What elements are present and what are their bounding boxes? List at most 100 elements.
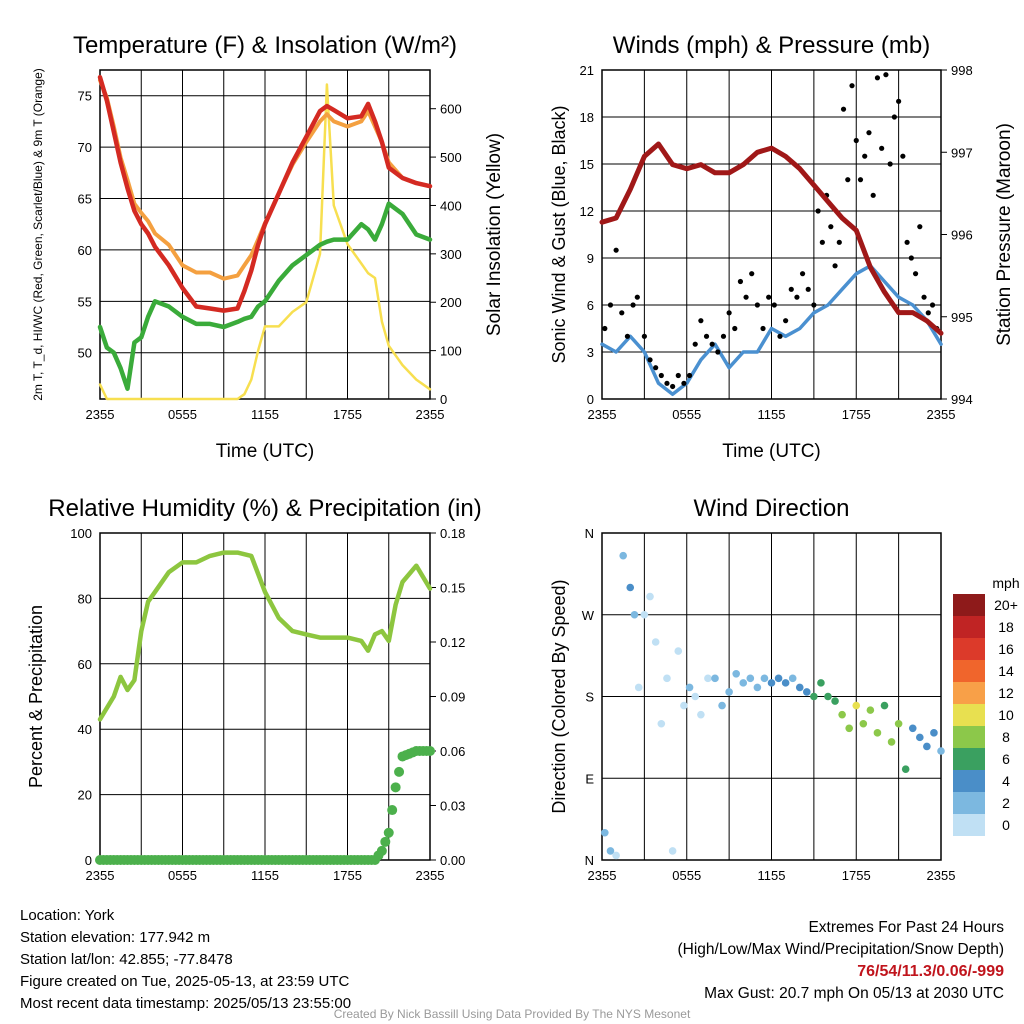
legend-swatch	[953, 638, 985, 660]
wind-speed-line	[600, 264, 943, 397]
gust-point	[634, 294, 640, 300]
y2-axis-label: Station Pressure (Maroon)	[994, 123, 1015, 346]
gust-point	[771, 302, 777, 308]
gust-point	[805, 286, 811, 292]
series-line-0	[97, 74, 433, 313]
y-tick-label: S	[585, 690, 594, 705]
direction-point	[916, 733, 924, 742]
direction-point	[691, 692, 700, 701]
direction-point	[704, 674, 712, 683]
extremes-heading: Extremes For Past 24 Hours	[808, 919, 1004, 936]
y-tick-label: N	[585, 526, 594, 541]
legend-swatch	[953, 748, 985, 770]
direction-point	[923, 742, 931, 751]
y-tick-label: 50	[78, 346, 92, 361]
y2-tick-label: 0.09	[440, 690, 465, 705]
direction-point	[646, 592, 654, 601]
gust-point	[840, 106, 847, 112]
legend-label: 18	[998, 619, 1014, 635]
y2-tick-label: 0.15	[440, 581, 465, 596]
chart-panel-2: 2355 0555 1155 1755 235503691215182199499599…	[549, 32, 1015, 462]
direction-point	[739, 679, 748, 687]
y2-tick-label: 0.18	[440, 526, 465, 541]
max-gust-text: Max Gust: 20.7 mph On 05/13 at 2030 UTC	[704, 985, 1004, 1002]
y-tick-label: 9	[587, 251, 594, 266]
speed-legend: mph 20+ 18 16 14 12 10 8 6 4 2 0	[953, 575, 1020, 836]
direction-point	[824, 692, 832, 701]
created-text: Figure created on Tue, 2025-05-13, at 23…	[20, 973, 350, 990]
direction-point	[788, 674, 797, 683]
legend-label: 16	[998, 641, 1014, 657]
gust-point	[819, 239, 825, 245]
y-tick-label: 80	[78, 591, 92, 606]
precip-point	[383, 827, 394, 838]
gust-point	[870, 192, 876, 198]
direction-point	[601, 828, 609, 837]
x-tick-label: 2355	[416, 868, 445, 883]
gust-point	[836, 239, 842, 245]
gust-point	[879, 145, 885, 151]
direction-point	[930, 729, 938, 737]
direction-point	[937, 747, 945, 755]
gust-point	[720, 333, 727, 339]
legend-title: mph	[992, 575, 1019, 591]
direction-point	[606, 847, 615, 855]
direction-point	[852, 701, 861, 710]
y-tick-label: 100	[70, 526, 92, 541]
chart-title: Wind Direction	[693, 495, 849, 522]
chart-title: Temperature (F) & Insolation (W/m²)	[73, 32, 457, 59]
gust-point	[862, 153, 868, 159]
gust-point	[853, 137, 859, 144]
y-tick-label: N	[585, 853, 594, 868]
direction-point	[619, 551, 627, 560]
gust-point	[658, 372, 664, 379]
direction-point	[663, 674, 671, 683]
gust-point	[845, 177, 851, 183]
legend-swatch	[953, 660, 985, 682]
gust-point	[925, 310, 931, 316]
gust-point	[857, 177, 864, 183]
y2-tick-label: 0.03	[440, 799, 465, 814]
legend-swatch	[953, 682, 985, 704]
direction-point	[718, 701, 726, 710]
y-tick-label: 75	[78, 89, 92, 104]
direction-point	[674, 647, 683, 655]
gust-point	[754, 302, 760, 308]
y2-tick-label: 995	[951, 310, 973, 325]
y-tick-label: 40	[78, 722, 92, 737]
legend-swatch	[953, 726, 985, 748]
direction-point	[732, 669, 740, 678]
gust-point	[900, 153, 906, 159]
chart-panel-3: 2355 0555 1155 1755 23550204060801000.000.03…	[26, 495, 482, 883]
extremes-subheading: (High/Low/Max Wind/Precipitation/Snow De…	[677, 941, 1005, 958]
gust-point	[794, 294, 800, 300]
y2-tick-label: 600	[440, 102, 462, 117]
gust-point	[921, 294, 927, 300]
direction-point	[668, 847, 677, 855]
y2-axis-label: Solar Insolation (Yellow)	[484, 133, 505, 336]
y-tick-label: E	[585, 771, 594, 786]
gust-point	[917, 224, 923, 230]
direction-point	[697, 710, 705, 719]
y-tick-label: 18	[580, 110, 594, 125]
gust-point	[732, 325, 738, 332]
direction-point	[810, 692, 818, 701]
gust-point	[815, 208, 821, 214]
gust-point	[788, 286, 794, 292]
legend-label: 14	[998, 663, 1014, 679]
legend-swatch	[953, 594, 985, 616]
y-tick-label: 70	[78, 140, 92, 155]
x-tick-label: 0555	[672, 407, 701, 422]
series-line-1	[97, 201, 433, 391]
direction-point	[657, 719, 666, 728]
legend-label: 8	[1002, 729, 1010, 745]
direction-point	[781, 679, 790, 687]
gust-point	[602, 325, 608, 332]
direction-point	[725, 688, 733, 696]
legend-swatch	[953, 770, 985, 792]
x-tick-label: 1755	[842, 868, 871, 883]
gust-point	[670, 383, 676, 390]
y-axis-label: Direction (Colored By Speed)	[549, 579, 569, 813]
direction-point	[880, 701, 889, 710]
